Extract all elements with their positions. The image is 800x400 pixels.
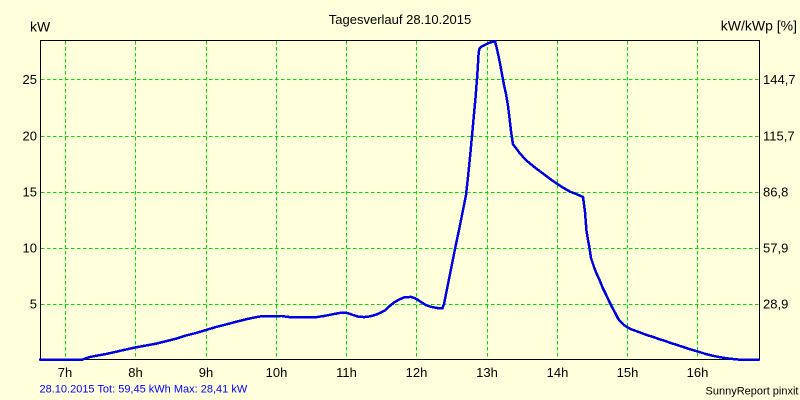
svg-text:8h: 8h bbox=[128, 365, 142, 380]
svg-text:86,8: 86,8 bbox=[763, 185, 788, 200]
svg-text:25: 25 bbox=[23, 72, 37, 87]
svg-text:10h: 10h bbox=[266, 365, 288, 380]
svg-text:16h: 16h bbox=[687, 365, 709, 380]
svg-text:11h: 11h bbox=[336, 365, 357, 380]
svg-text:kW: kW bbox=[30, 19, 51, 35]
svg-text:15: 15 bbox=[23, 185, 37, 200]
svg-text:57,9: 57,9 bbox=[763, 241, 788, 256]
svg-text:28.10.2015 Tot: 59,45 kWh Max:: 28.10.2015 Tot: 59,45 kWh Max: 28,41 kW bbox=[40, 384, 248, 396]
svg-text:14h: 14h bbox=[547, 365, 569, 380]
svg-text:15h: 15h bbox=[617, 365, 639, 380]
svg-text:Tagesverlauf 28.10.2015: Tagesverlauf 28.10.2015 bbox=[329, 12, 471, 27]
svg-text:144,7: 144,7 bbox=[763, 72, 796, 87]
svg-text:kW/kWp [%]: kW/kWp [%] bbox=[721, 18, 797, 34]
svg-text:5: 5 bbox=[30, 297, 37, 312]
svg-text:9h: 9h bbox=[199, 365, 213, 380]
svg-text:12h: 12h bbox=[406, 365, 428, 380]
svg-text:13h: 13h bbox=[476, 365, 498, 380]
svg-text:10: 10 bbox=[23, 241, 37, 256]
svg-text:SunnyReport pinxit: SunnyReport pinxit bbox=[706, 386, 799, 398]
svg-text:7h: 7h bbox=[58, 365, 72, 380]
svg-text:115,7: 115,7 bbox=[763, 129, 795, 144]
svg-text:28,9: 28,9 bbox=[763, 297, 788, 312]
svg-text:20: 20 bbox=[23, 129, 37, 144]
